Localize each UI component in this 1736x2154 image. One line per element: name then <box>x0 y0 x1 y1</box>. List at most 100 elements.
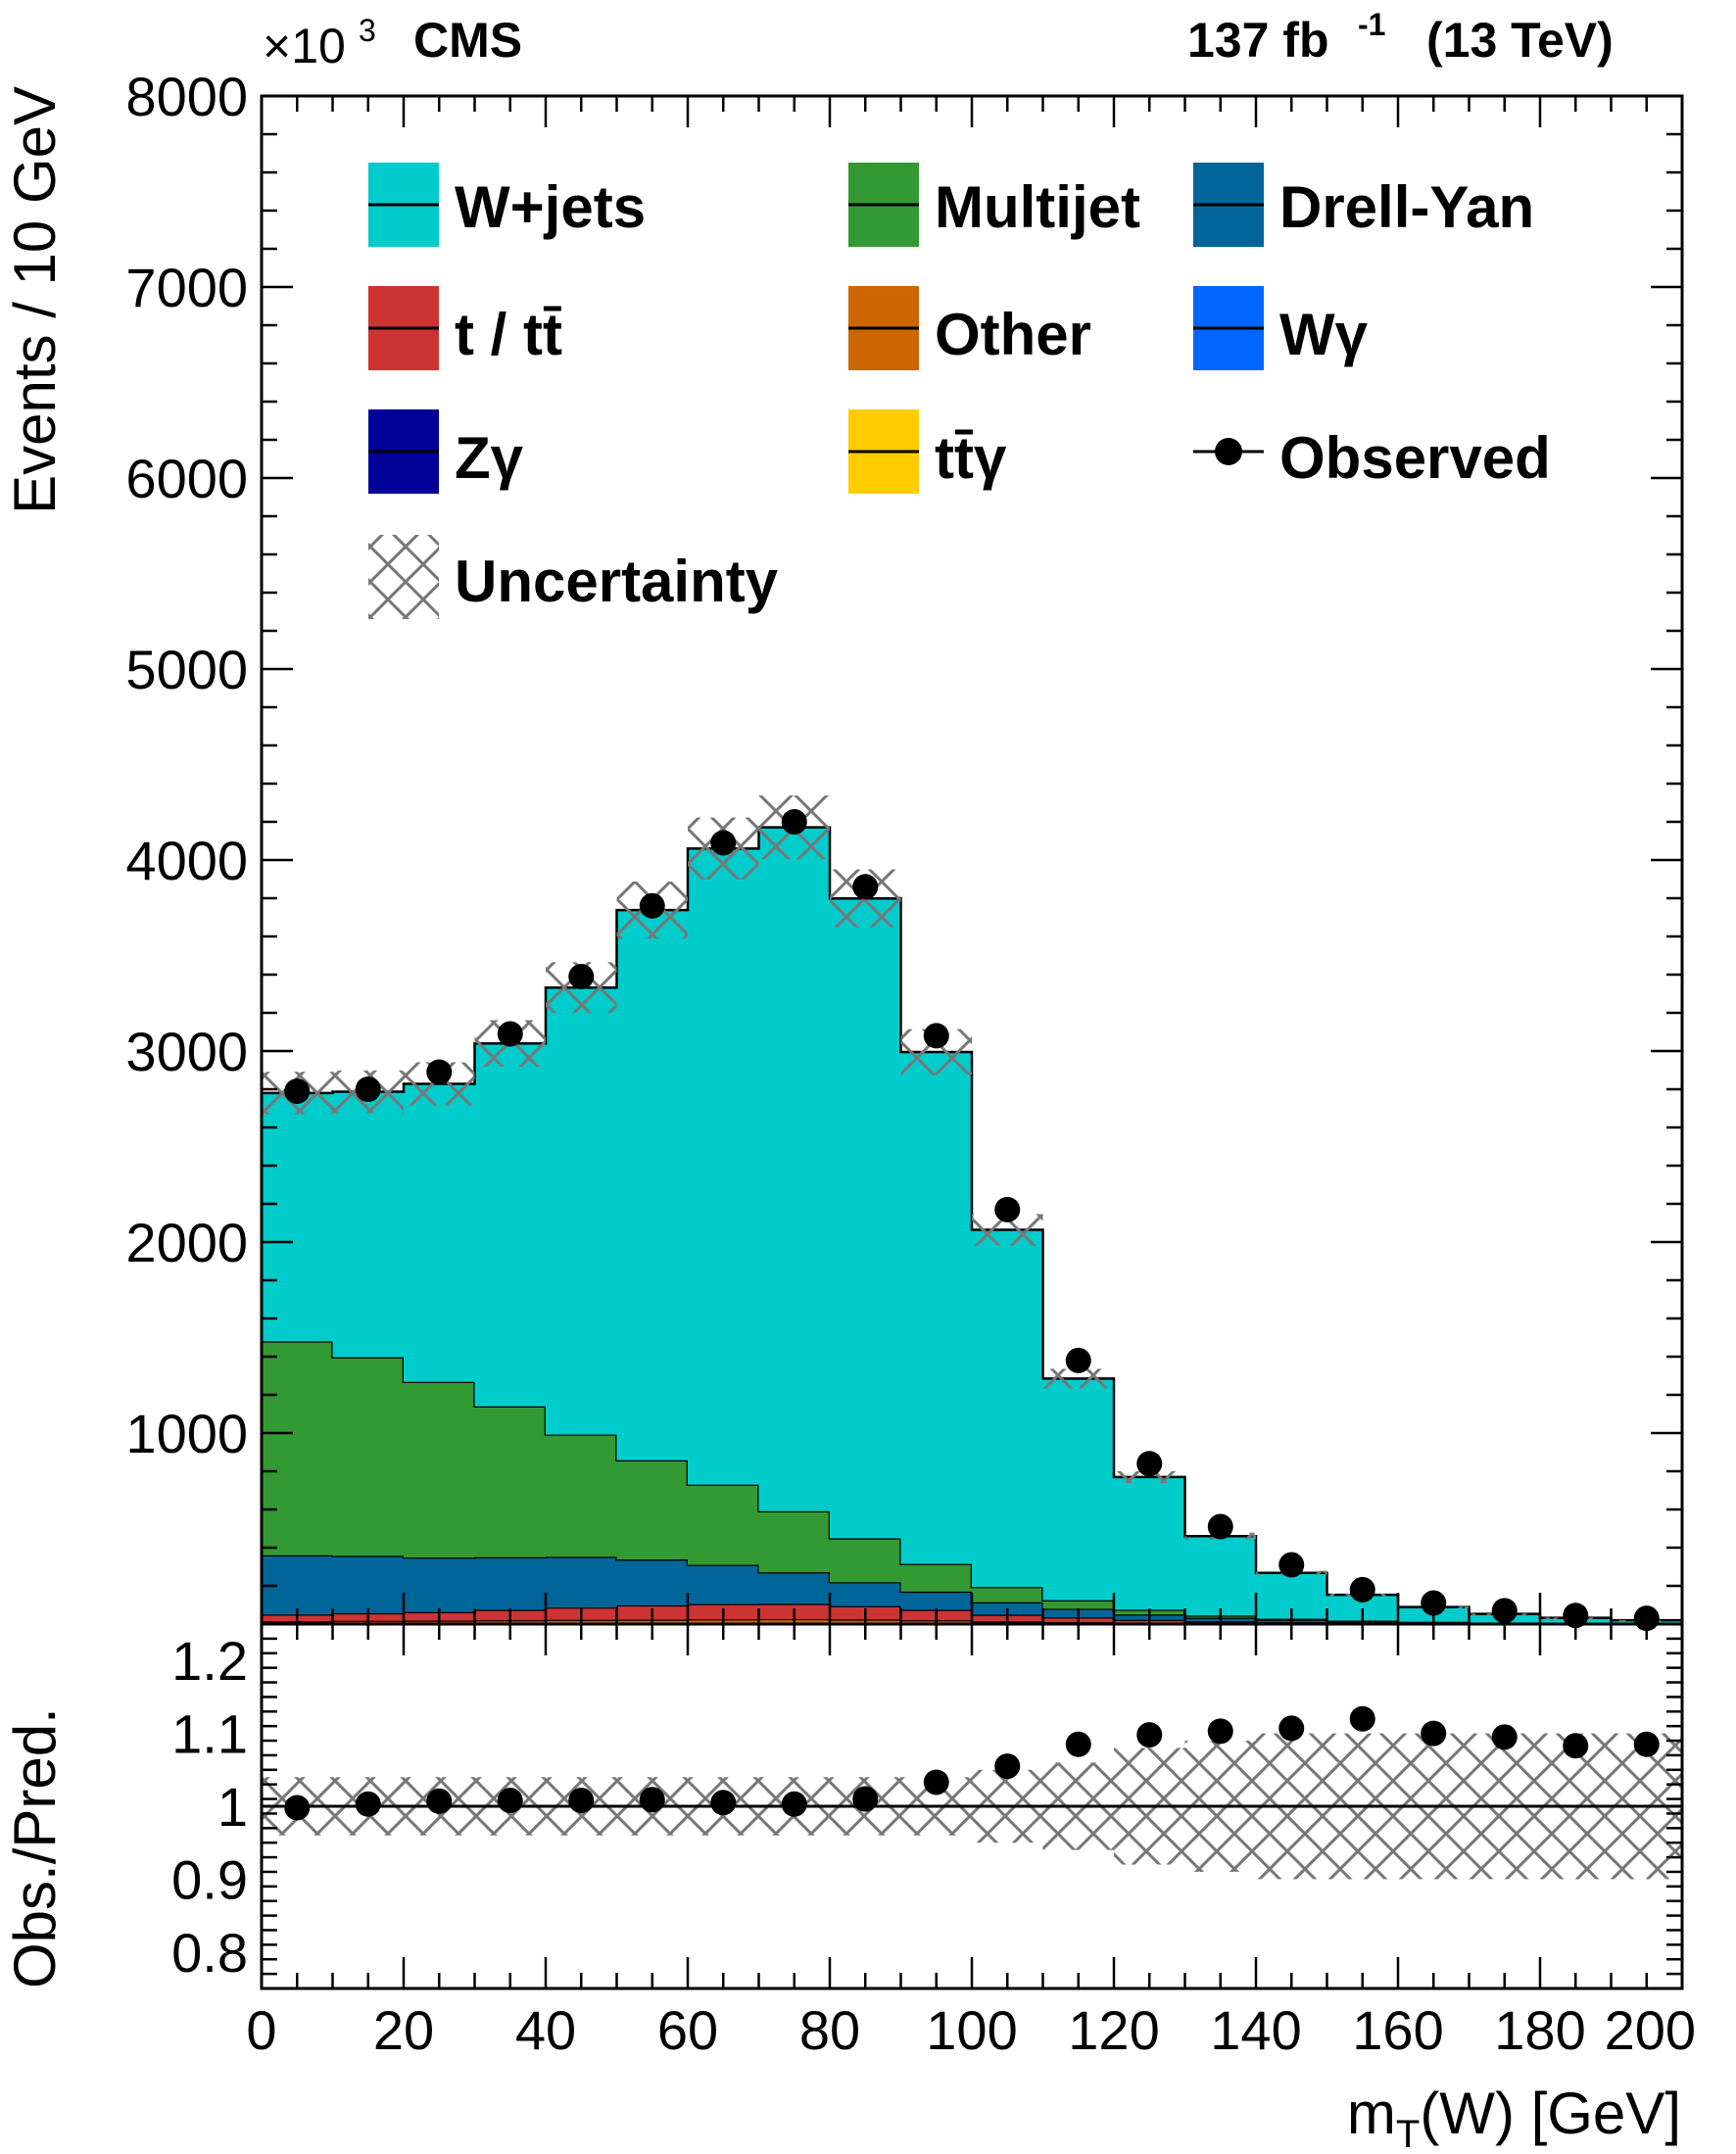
observed-point-1 <box>355 1077 381 1102</box>
legend-label-wjets: W+jets <box>455 174 646 240</box>
lumi-exponent: -1 <box>1358 7 1385 42</box>
bar-w-jets-bin-13 <box>1184 1536 1256 1616</box>
bar-drell-yan-bin-8 <box>830 1582 901 1606</box>
observed-point-9 <box>923 1023 949 1049</box>
bar-w-jets-bin-2 <box>404 1083 475 1382</box>
legend-label-observed: Observed <box>1279 425 1551 491</box>
ratio-y-tick-labels: 0.8 0.9 1 1.1 1.2 <box>171 1630 248 1984</box>
ratio-point-7 <box>781 1791 807 1817</box>
x-tick-label-8: 160 <box>1352 1999 1443 2061</box>
observed-point-14 <box>1278 1552 1305 1578</box>
x-tick-label-2: 40 <box>515 1999 576 2061</box>
y-axis-label: Events / 10 GeV <box>2 86 68 514</box>
bar-drell-yan-bin-6 <box>688 1564 759 1604</box>
ratio-point-17 <box>1491 1724 1518 1750</box>
x-axis-label-rest: (W) [GeV] <box>1420 2081 1681 2146</box>
observed-point-0 <box>284 1077 311 1104</box>
bar-multijet-bin-1 <box>332 1357 404 1556</box>
bar-w-jets-bin-3 <box>474 1043 546 1407</box>
bar-multijet-bin-7 <box>758 1510 830 1573</box>
main-ytick-label-3: 4000 <box>125 830 248 891</box>
main-ytick-label-7: 8000 <box>125 66 248 127</box>
bar-w-jets-bin-5 <box>616 910 688 1460</box>
ratio-point-2 <box>426 1788 453 1814</box>
ratio-point-18 <box>1563 1733 1589 1759</box>
bar-multijet-bin-5 <box>616 1460 688 1560</box>
ratio-point-12 <box>1136 1722 1163 1748</box>
ratio-point-14 <box>1278 1715 1305 1742</box>
ratio-point-19 <box>1633 1731 1660 1757</box>
main-ytick-label-1: 2000 <box>125 1212 248 1273</box>
multiplier-exponent: 3 <box>359 13 376 48</box>
legend-entry-drellyan: Drell-Yan <box>1193 163 1534 247</box>
legend-entry-zgamma: Zγ <box>368 409 524 494</box>
legend-label-zgamma: Zγ <box>455 425 524 491</box>
ratio-points <box>284 1705 1660 1821</box>
bar-drell-yan-bin-3 <box>474 1556 546 1610</box>
experiment-label: CMS <box>413 13 522 68</box>
bar-drell-yan-bin-2 <box>404 1557 475 1612</box>
ratio-point-0 <box>284 1795 311 1821</box>
ratio-y-axis-label: Obs./Pred. <box>2 1707 68 1988</box>
series-multijet <box>260 1340 1684 1625</box>
observed-point-11 <box>1065 1347 1091 1373</box>
legend-label-wgamma: Wγ <box>1279 302 1369 367</box>
bar-drell-yan-bin-7 <box>758 1572 830 1604</box>
bar-multijet-bin-9 <box>900 1563 972 1592</box>
lumi-energy: (13 TeV) <box>1426 13 1614 68</box>
observed-point-16 <box>1421 1590 1447 1616</box>
multiplier-label: ×10 <box>263 19 346 73</box>
bar-w-jets-bin-12 <box>1114 1476 1185 1610</box>
bar-w-jets-bin-11 <box>1042 1378 1114 1601</box>
bar-multijet-bin-2 <box>404 1381 475 1558</box>
ratio-ytick-label-4: 1.2 <box>171 1630 248 1692</box>
bar-multijet-bin-10 <box>972 1587 1043 1603</box>
observed-point-2 <box>426 1059 453 1085</box>
bar-w-jets-bin-7 <box>758 827 830 1511</box>
bar-w-jets-bin-9 <box>900 1051 972 1564</box>
bar-multijet-bin-6 <box>688 1484 759 1565</box>
observed-point-6 <box>710 830 737 856</box>
x-tick-label-7: 140 <box>1210 1999 1301 2061</box>
legend-label-uncertainty: Uncertainty <box>455 549 779 614</box>
bar-drell-yan-bin-1 <box>332 1556 404 1613</box>
x-tick-label-6: 120 <box>1068 1999 1159 2061</box>
observed-point-7 <box>781 809 807 835</box>
legend-label-top: t / tt̄ <box>455 302 562 367</box>
observed-point-4 <box>568 963 595 989</box>
x-tick-label-1: 20 <box>373 1999 434 2061</box>
uncertainty-bin-12 <box>1114 1470 1185 1483</box>
x-tick-labels: 0 20 40 60 80 100 120 140 160 180 200 <box>246 1999 1696 2061</box>
x-tick-label-5: 100 <box>926 1999 1017 2061</box>
x-axis-label: mT(W) [GeV] <box>1347 2081 1681 2154</box>
legend-swatch-uncertainty <box>368 535 439 619</box>
bar-multijet-bin-3 <box>474 1406 546 1557</box>
main-plot: 1000 2000 3000 4000 5000 6000 7000 8000 Events … <box>2 66 1684 1632</box>
legend-entry-multijet: Multijet <box>848 163 1140 247</box>
ratio-point-15 <box>1349 1705 1375 1732</box>
ratio-point-11 <box>1065 1731 1091 1757</box>
ratio-point-9 <box>923 1769 949 1795</box>
ratio-ytick-label-2: 1 <box>217 1776 248 1838</box>
bar-multijet-bin-0 <box>262 1341 333 1556</box>
legend-entry-other: Other <box>848 286 1091 370</box>
ratio-point-4 <box>568 1788 595 1814</box>
ratio-ytick-label-3: 1.1 <box>171 1703 248 1765</box>
main-ytick-label-4: 5000 <box>125 639 248 700</box>
legend-label-multijet: Multijet <box>935 174 1140 240</box>
main-ytick-label-2: 3000 <box>125 1021 248 1082</box>
ratio-ytick-label-0: 0.8 <box>171 1922 248 1984</box>
main-y-tick-labels: 1000 2000 3000 4000 5000 6000 7000 8000 <box>125 66 248 1464</box>
observed-point-13 <box>1207 1513 1233 1540</box>
legend-marker-observed <box>1215 438 1242 465</box>
bar-w-jets-bin-10 <box>972 1229 1043 1588</box>
legend: W+jets Multijet Drell-Yan t / tt̄ Other … <box>368 163 1551 619</box>
ratio-point-3 <box>497 1788 523 1814</box>
x-tick-label-0: 0 <box>246 1999 276 2061</box>
bar-drell-yan-bin-4 <box>546 1556 617 1608</box>
lumi-label: 137 fb <box>1187 13 1329 68</box>
x-tick-label-3: 60 <box>657 1999 718 2061</box>
bar-multijet-bin-8 <box>830 1538 901 1583</box>
x-tick-label-10: 200 <box>1605 1999 1696 2061</box>
legend-entry-uncertainty: Uncertainty <box>368 535 779 619</box>
